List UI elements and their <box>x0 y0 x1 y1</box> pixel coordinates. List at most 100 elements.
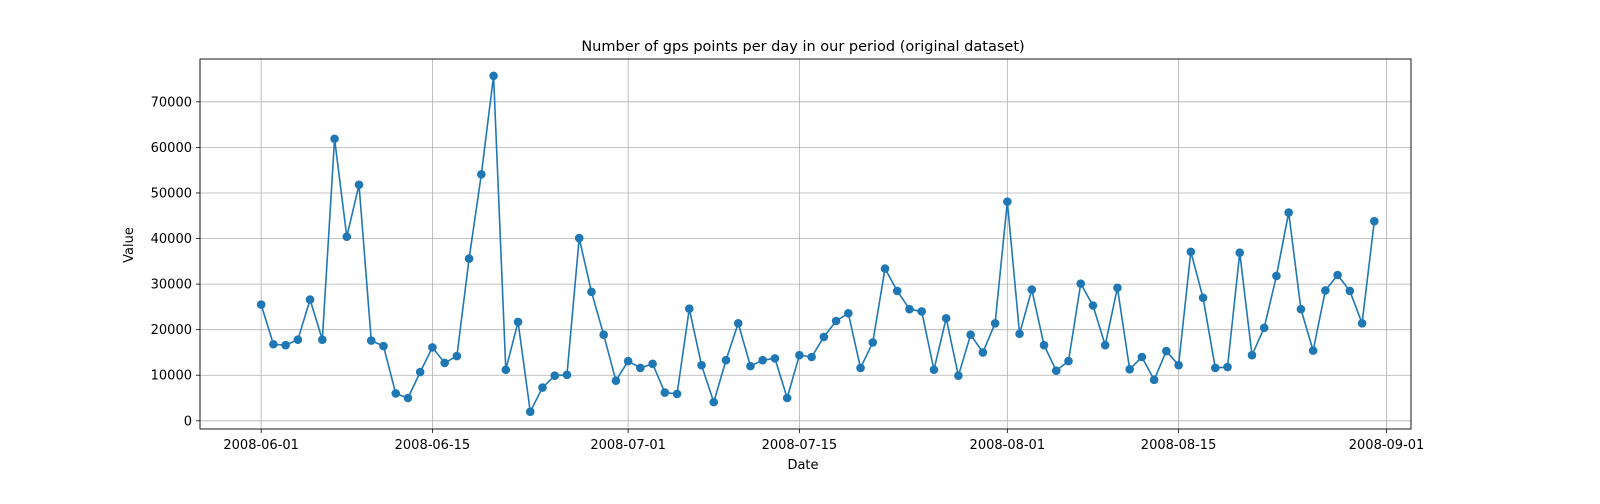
data-point <box>929 365 939 375</box>
y-tick-label: 70000 <box>151 95 192 110</box>
data-point <box>1137 352 1147 362</box>
data-point <box>697 360 706 370</box>
data-point <box>672 389 682 399</box>
data-series <box>256 71 1379 416</box>
data-point <box>550 371 560 380</box>
data-point <box>941 313 951 323</box>
data-point <box>477 169 486 179</box>
data-point <box>1223 362 1232 372</box>
data-point <box>1198 293 1208 303</box>
data-point <box>501 365 511 375</box>
data-point <box>1039 340 1049 350</box>
data-point <box>1027 285 1037 294</box>
y-tick-label: 10000 <box>151 369 192 384</box>
data-point <box>648 359 657 369</box>
data-point <box>1174 360 1183 370</box>
data-point <box>636 363 645 373</box>
x-tick-label: 2008-08-15 <box>1141 438 1217 453</box>
data-point <box>1345 286 1355 296</box>
y-tick-label: 30000 <box>151 278 192 293</box>
data-point <box>721 355 731 365</box>
data-point <box>892 286 902 296</box>
data-point <box>868 338 878 347</box>
data-point <box>330 134 339 144</box>
data-point <box>1296 304 1306 314</box>
data-point <box>1210 363 1220 373</box>
data-point <box>1125 365 1134 374</box>
data-point <box>966 330 975 339</box>
data-point <box>1149 375 1159 385</box>
chart-title: Number of gps points per day in our peri… <box>581 39 1024 55</box>
data-point <box>795 350 804 360</box>
data-point <box>1370 216 1379 226</box>
data-point <box>538 383 547 392</box>
data-point <box>856 363 865 373</box>
data-point <box>954 371 963 380</box>
data-point <box>831 316 841 326</box>
x-tick-label: 2008-06-01 <box>223 438 299 453</box>
data-point <box>1247 350 1257 360</box>
x-axis-label: Date <box>787 458 818 473</box>
data-point <box>1235 248 1245 257</box>
y-tick-label: 40000 <box>151 232 192 247</box>
data-point <box>880 264 890 273</box>
data-point <box>281 340 290 350</box>
data-point <box>1088 301 1098 310</box>
data-point <box>269 339 278 349</box>
data-point <box>782 393 792 403</box>
data-point <box>379 341 388 351</box>
data-point <box>464 254 474 263</box>
data-point <box>1051 366 1061 375</box>
data-point <box>305 295 315 304</box>
data-point <box>1321 286 1330 295</box>
data-point <box>366 336 376 345</box>
axes: 2008-06-01 2008-06-15 2008-07-01 2008-07-15… <box>151 58 1425 453</box>
data-point <box>1186 247 1196 257</box>
x-tick-label: 2008-07-01 <box>590 438 666 453</box>
y-axis-label: Value <box>122 227 137 263</box>
data-point <box>733 318 743 328</box>
data-point <box>599 330 608 339</box>
data-point <box>403 393 413 403</box>
data-point <box>525 407 535 416</box>
data-point <box>587 287 596 297</box>
data-point <box>256 300 266 309</box>
data-point <box>1284 208 1293 217</box>
x-tick-label: 2008-09-01 <box>1349 438 1425 453</box>
data-point <box>1076 279 1086 288</box>
data-point <box>415 367 425 377</box>
y-tick-label: 20000 <box>151 323 192 338</box>
data-point <box>562 370 572 380</box>
data-point <box>513 317 523 327</box>
data-point <box>746 361 755 371</box>
data-point <box>293 335 303 344</box>
data-point <box>1333 270 1342 280</box>
data-point <box>905 304 914 314</box>
data-point <box>1113 283 1122 293</box>
x-tick-label: 2008-08-01 <box>970 438 1046 453</box>
data-point <box>660 388 670 397</box>
data-point <box>1003 197 1012 206</box>
data-point <box>1259 323 1269 333</box>
data-point <box>452 351 462 361</box>
data-point <box>917 307 927 316</box>
data-point <box>807 352 816 362</box>
data-point <box>342 232 352 242</box>
data-point <box>684 304 694 314</box>
data-point <box>770 354 780 363</box>
data-point <box>978 348 988 357</box>
data-point <box>1100 340 1110 350</box>
data-point <box>709 397 719 407</box>
data-point <box>623 356 633 366</box>
data-point <box>428 343 437 352</box>
x-tick-label: 2008-07-15 <box>762 438 838 453</box>
y-tick-label: 50000 <box>151 186 192 201</box>
data-point <box>819 332 829 342</box>
data-point <box>318 335 327 344</box>
plot-frame <box>199 58 1412 430</box>
data-point <box>1357 318 1367 328</box>
data-point <box>391 389 401 398</box>
y-tick-label: 0 <box>184 414 192 429</box>
data-point <box>489 71 498 81</box>
